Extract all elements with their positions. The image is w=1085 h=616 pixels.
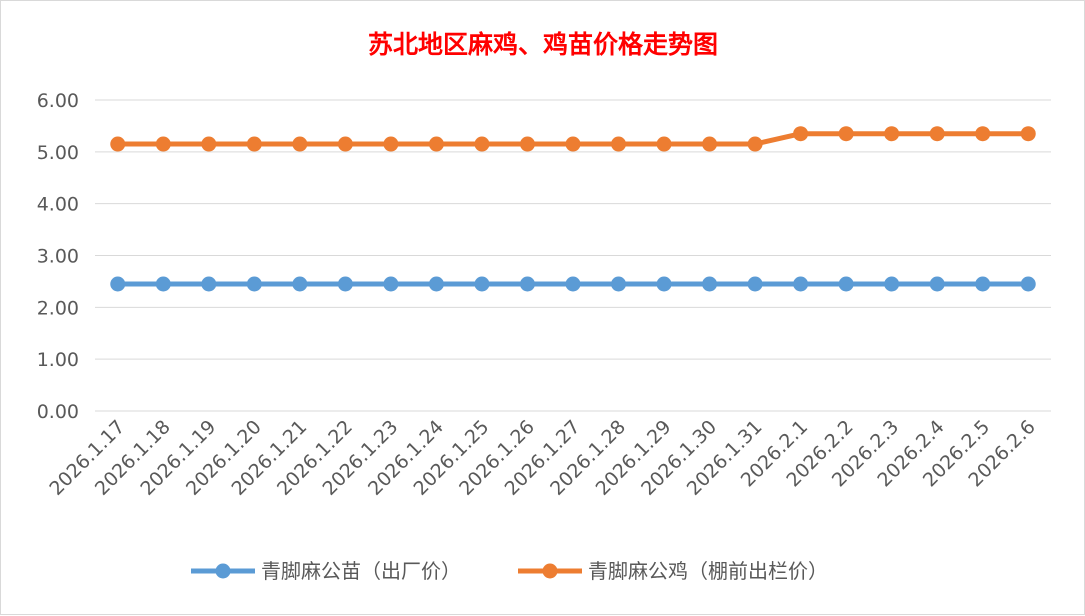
data-point[interactable] [337, 136, 353, 152]
data-point[interactable] [1020, 126, 1036, 142]
legend-item-2[interactable]: 青脚麻公鸡（棚前出栏价） [518, 559, 828, 583]
legend-marker-2 [542, 563, 558, 579]
data-point[interactable] [201, 276, 217, 292]
data-point[interactable] [656, 276, 672, 292]
legend-label-2: 青脚麻公鸡（棚前出栏价） [588, 559, 828, 583]
data-point[interactable] [565, 276, 581, 292]
y-tick-label: 0.00 [37, 401, 79, 423]
data-point[interactable] [838, 276, 854, 292]
data-point[interactable] [884, 126, 900, 142]
data-point[interactable] [383, 276, 399, 292]
data-point[interactable] [1020, 276, 1036, 292]
series-1 [110, 276, 1036, 292]
legend-marker-1 [215, 563, 231, 579]
data-point[interactable] [702, 276, 718, 292]
data-point[interactable] [611, 276, 627, 292]
data-point[interactable] [656, 136, 672, 152]
legend-label-1: 青脚麻公苗（出厂价） [261, 559, 461, 583]
data-point[interactable] [929, 126, 945, 142]
series-2 [110, 126, 1036, 152]
y-tick-label: 6.00 [37, 90, 79, 112]
data-point[interactable] [611, 136, 627, 152]
y-axis-ticks: 0.00 1.00 2.00 3.00 4.00 5.00 6.00 [37, 90, 79, 423]
x-axis-ticks: 2026.1.172026.1.182026.1.192026.1.202026… [45, 416, 1039, 500]
data-point[interactable] [474, 276, 490, 292]
data-point[interactable] [246, 276, 262, 292]
data-point[interactable] [975, 276, 991, 292]
chart-title: 苏北地区麻鸡、鸡苗价格走势图 [368, 30, 718, 59]
y-tick-label: 1.00 [37, 349, 79, 371]
data-point[interactable] [337, 276, 353, 292]
data-point[interactable] [747, 276, 763, 292]
data-point[interactable] [519, 136, 535, 152]
y-tick-label: 5.00 [37, 142, 79, 164]
data-point[interactable] [793, 276, 809, 292]
y-tick-label: 4.00 [37, 194, 79, 216]
data-point[interactable] [702, 136, 718, 152]
data-point[interactable] [110, 276, 126, 292]
gridlines [95, 99, 1051, 412]
data-point[interactable] [428, 136, 444, 152]
data-point[interactable] [155, 276, 171, 292]
data-point[interactable] [110, 136, 126, 152]
y-tick-label: 3.00 [37, 246, 79, 268]
data-point[interactable] [246, 136, 262, 152]
data-point[interactable] [201, 136, 217, 152]
legend: 青脚麻公苗（出厂价） 青脚麻公鸡（棚前出栏价） [191, 559, 828, 583]
data-point[interactable] [519, 276, 535, 292]
data-point[interactable] [474, 136, 490, 152]
data-point[interactable] [975, 126, 991, 142]
data-point[interactable] [929, 276, 945, 292]
y-tick-label: 2.00 [37, 297, 79, 319]
data-point[interactable] [838, 126, 854, 142]
data-point[interactable] [428, 276, 444, 292]
data-point[interactable] [747, 136, 763, 152]
data-point[interactable] [292, 276, 308, 292]
series-lines [110, 126, 1036, 292]
data-point[interactable] [383, 136, 399, 152]
data-point[interactable] [155, 136, 171, 152]
data-point[interactable] [292, 136, 308, 152]
data-point[interactable] [565, 136, 581, 152]
legend-item-1[interactable]: 青脚麻公苗（出厂价） [191, 559, 461, 583]
data-point[interactable] [884, 276, 900, 292]
data-point[interactable] [793, 126, 809, 142]
